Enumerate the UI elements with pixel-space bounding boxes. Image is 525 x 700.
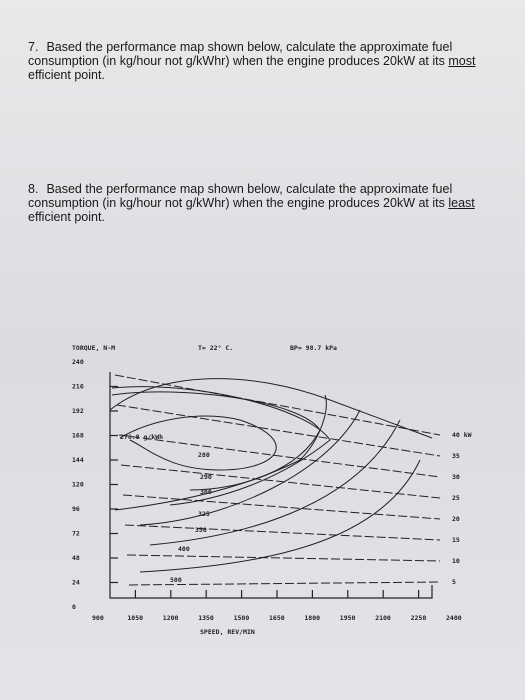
- y-tick-label: 96: [72, 505, 80, 513]
- power-line: [128, 581, 441, 586]
- x-tick-label: 900: [92, 614, 104, 622]
- x-tick-label: 1650: [269, 614, 285, 622]
- power-label: 10: [452, 557, 460, 565]
- x-tick-label: 2100: [375, 614, 391, 622]
- contour: [139, 409, 361, 526]
- x-axis-label: SPEED, REV/MIN: [200, 628, 255, 636]
- contour-label: 500: [170, 576, 182, 584]
- y-tick-label: 168: [72, 432, 84, 440]
- y-tick-label: 192: [72, 407, 84, 415]
- temperature: T= 22° C.: [198, 344, 233, 352]
- question-number: 8.: [28, 182, 39, 196]
- contour-label: 325: [198, 510, 210, 518]
- question: 8. Based the performance map shown below,…: [28, 182, 508, 224]
- axes: [109, 372, 433, 599]
- full-load-curve: [109, 378, 433, 439]
- y-tick-label: 48: [72, 554, 80, 562]
- x-tick-label: 1200: [163, 614, 179, 622]
- contour-label: 400: [178, 545, 190, 553]
- power-label: 40 kW: [452, 431, 472, 439]
- x-tick-label: 1050: [127, 614, 143, 622]
- pressure: BP= 98.7 kPa: [290, 344, 337, 352]
- contour: [149, 419, 401, 546]
- contour-label: 300: [200, 488, 212, 496]
- question-text: efficient point.: [28, 68, 105, 82]
- question-text: Based the performance map shown below, c…: [28, 182, 453, 210]
- contour: [119, 415, 277, 471]
- power-line: [124, 524, 441, 541]
- power-label: 15: [452, 536, 460, 544]
- contour: [111, 386, 331, 506]
- emphasis: most: [448, 54, 476, 68]
- y-tick-label: 24: [72, 579, 80, 587]
- power-label: 30: [452, 473, 460, 481]
- contour: [114, 394, 327, 511]
- power-label: 25: [452, 494, 460, 502]
- y-tick-label: 144: [72, 456, 84, 464]
- power-line: [126, 554, 441, 562]
- question-text: Based the performance map shown below, c…: [28, 40, 453, 68]
- y-tick-label: 240: [72, 358, 84, 366]
- x-tick-label: 1800: [304, 614, 320, 622]
- question-number: 7.: [28, 40, 39, 54]
- contour-label: 280: [198, 451, 210, 459]
- x-tick-label: 1500: [234, 614, 250, 622]
- question: 7. Based the performance map shown below,…: [28, 40, 508, 82]
- power-label: 35: [452, 452, 460, 460]
- power-line: [122, 494, 441, 520]
- contour-label: 276.8 g/kWh: [120, 433, 163, 441]
- power-line: [120, 464, 441, 499]
- power-line: [114, 374, 441, 436]
- contour-label: 290: [200, 473, 212, 481]
- contour-label: 350: [195, 526, 207, 534]
- contour: [139, 459, 421, 573]
- x-tick-label: 2400: [446, 614, 462, 622]
- power-line: [116, 404, 441, 457]
- x-tick-label: 2250: [411, 614, 427, 622]
- y-tick-label: 216: [72, 383, 84, 391]
- y-tick-label: 72: [72, 530, 80, 538]
- y-tick-label: 0: [72, 603, 76, 611]
- question-text: efficient point.: [28, 210, 105, 224]
- power-line: [118, 434, 441, 478]
- x-tick-label: 1950: [340, 614, 356, 622]
- x-tick-label: 1350: [198, 614, 214, 622]
- power-label: 5: [452, 578, 456, 586]
- y-axis-label: TORQUE, N-M: [72, 344, 115, 352]
- y-tick-label: 120: [72, 481, 84, 489]
- emphasis: least: [448, 196, 475, 210]
- power-label: 20: [452, 515, 460, 523]
